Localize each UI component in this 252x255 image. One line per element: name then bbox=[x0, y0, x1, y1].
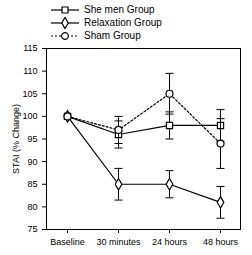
html-text:Sham Group: Sham Group bbox=[84, 30, 141, 41]
svg-text:30 minutes: 30 minutes bbox=[96, 237, 141, 247]
svg-text:115: 115 bbox=[23, 43, 37, 53]
svg-text:90: 90 bbox=[27, 157, 37, 167]
svg-text:95: 95 bbox=[27, 134, 37, 144]
html-text:Relaxation Group: Relaxation Group bbox=[84, 17, 162, 28]
svg-text:48 hours: 48 hours bbox=[203, 237, 239, 247]
svg-text:STAI (% Change): STAI (% Change) bbox=[11, 104, 21, 174]
svg-text:105: 105 bbox=[22, 89, 37, 99]
svg-text:85: 85 bbox=[27, 179, 37, 189]
svg-text:100: 100 bbox=[22, 111, 37, 121]
svg-text:80: 80 bbox=[27, 202, 37, 212]
html-text:She men Group: She men Group bbox=[84, 4, 155, 15]
svg-text:110: 110 bbox=[23, 66, 37, 76]
svg-text:75: 75 bbox=[27, 224, 37, 234]
svg-text:Baseline: Baseline bbox=[50, 237, 85, 247]
svg-text:24 hours: 24 hours bbox=[152, 237, 188, 247]
